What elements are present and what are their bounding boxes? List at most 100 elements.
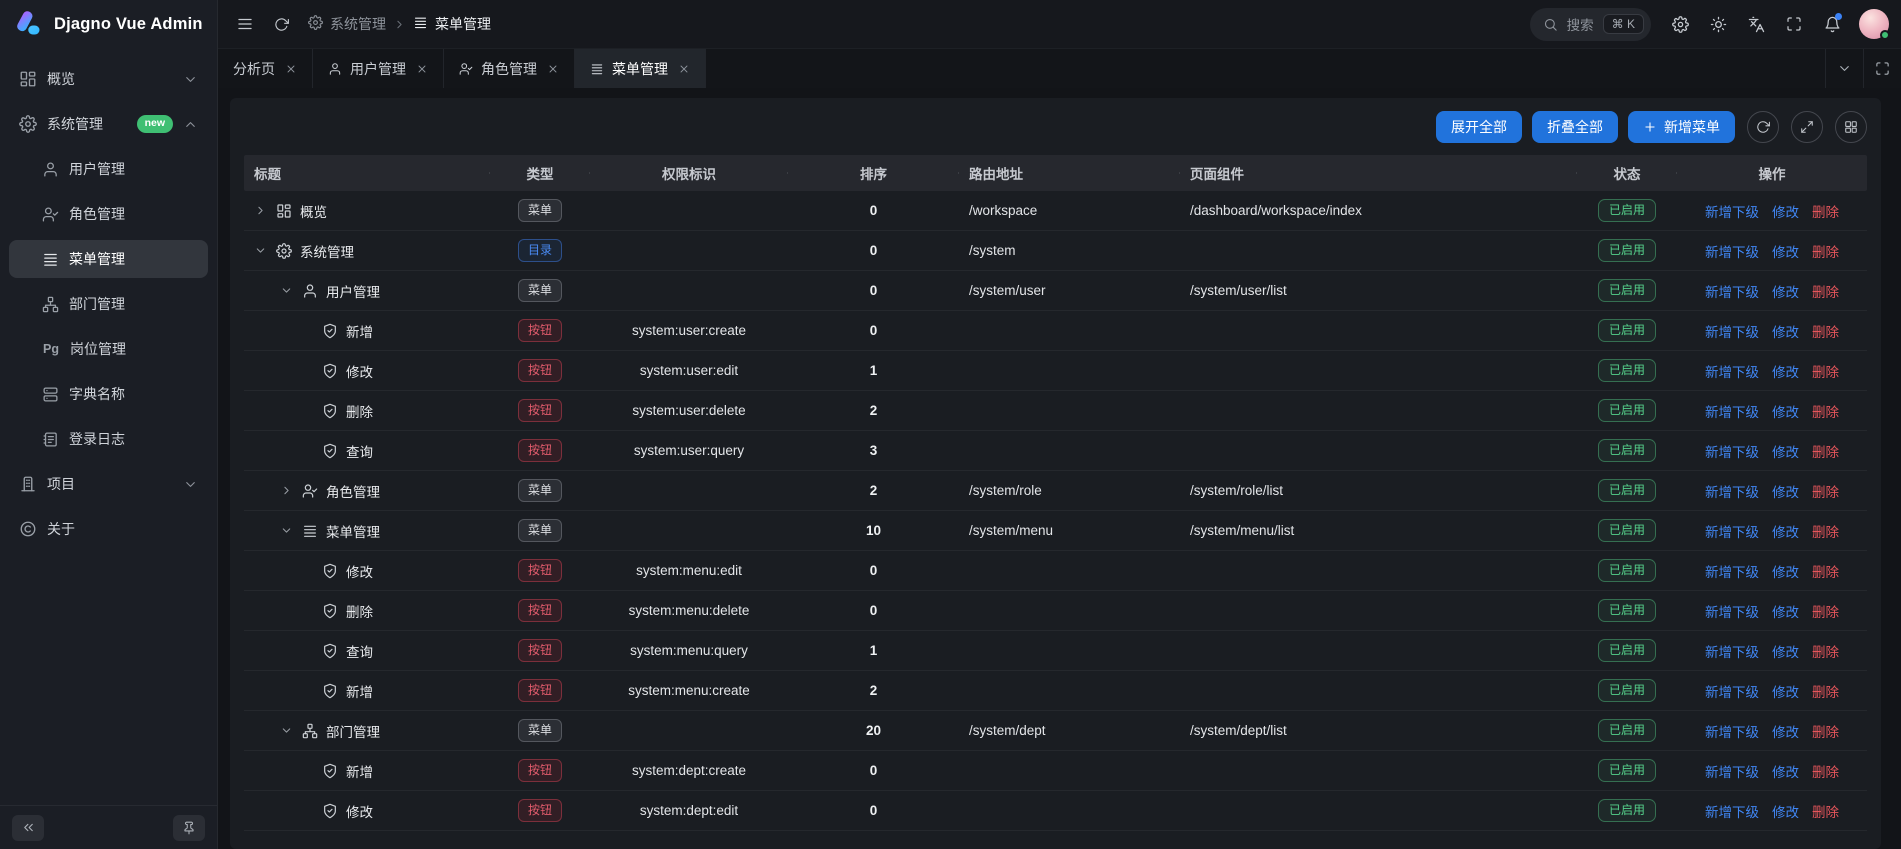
delete-link[interactable]: 删除 <box>1812 641 1839 661</box>
edit-link[interactable]: 修改 <box>1772 801 1799 821</box>
delete-link[interactable]: 删除 <box>1812 761 1839 781</box>
add-child-link[interactable]: 新增下级 <box>1705 441 1759 461</box>
tab-close-icon[interactable] <box>285 63 297 75</box>
sidebar-item-登录日志[interactable]: 登录日志 <box>9 420 208 458</box>
delete-link[interactable]: 删除 <box>1812 361 1839 381</box>
sidebar-item-字典名称[interactable]: 字典名称 <box>9 375 208 413</box>
table-columns-button[interactable] <box>1835 111 1867 143</box>
add-menu-button[interactable]: 新增菜单 <box>1628 111 1735 143</box>
fullscreen-button[interactable] <box>1777 7 1811 41</box>
add-child-link[interactable]: 新增下级 <box>1705 601 1759 621</box>
sidebar-pin-button[interactable] <box>173 815 205 841</box>
table-refresh-button[interactable] <box>1747 111 1779 143</box>
edit-link[interactable]: 修改 <box>1772 761 1799 781</box>
tab-分析页[interactable]: 分析页 <box>218 49 313 88</box>
sidebar-item-菜单管理[interactable]: 菜单管理 <box>9 240 208 278</box>
tab-close-icon[interactable] <box>547 63 559 75</box>
row-collapse-icon[interactable] <box>280 524 294 537</box>
add-child-link[interactable]: 新增下级 <box>1705 521 1759 541</box>
sidebar-collapse-button[interactable] <box>12 815 44 841</box>
sidebar-item-岗位管理[interactable]: Pg岗位管理 <box>9 330 208 368</box>
table-fullscreen-button[interactable] <box>1791 111 1823 143</box>
sidebar-item-用户管理[interactable]: 用户管理 <box>9 150 208 188</box>
tab-用户管理[interactable]: 用户管理 <box>313 49 444 88</box>
delete-link[interactable]: 删除 <box>1812 721 1839 741</box>
add-child-link[interactable]: 新增下级 <box>1705 641 1759 661</box>
row-collapse-icon[interactable] <box>280 724 294 737</box>
edit-link[interactable]: 修改 <box>1772 321 1799 341</box>
tab-close-icon[interactable] <box>416 63 428 75</box>
delete-link[interactable]: 删除 <box>1812 281 1839 301</box>
delete-link[interactable]: 删除 <box>1812 681 1839 701</box>
add-child-link[interactable]: 新增下级 <box>1705 761 1759 781</box>
delete-link[interactable]: 删除 <box>1812 521 1839 541</box>
row-collapse-icon[interactable] <box>254 244 268 257</box>
sidebar-item-系统管理[interactable]: 系统管理new <box>9 105 208 143</box>
add-child-link[interactable]: 新增下级 <box>1705 401 1759 421</box>
network-icon <box>302 723 318 739</box>
language-button[interactable] <box>1739 7 1773 41</box>
chevron-up-icon <box>183 117 198 132</box>
edit-link[interactable]: 修改 <box>1772 561 1799 581</box>
delete-link[interactable]: 删除 <box>1812 561 1839 581</box>
row-expand-icon[interactable] <box>254 204 268 217</box>
add-child-link[interactable]: 新增下级 <box>1705 561 1759 581</box>
sidebar-item-项目[interactable]: 项目 <box>9 465 208 503</box>
row-actions: 新增下级修改删除 <box>1677 201 1867 221</box>
add-child-link[interactable]: 新增下级 <box>1705 801 1759 821</box>
edit-link[interactable]: 修改 <box>1772 601 1799 621</box>
page-refresh-button[interactable] <box>264 7 298 41</box>
tab-close-icon[interactable] <box>678 63 690 75</box>
row-order: 10 <box>788 523 959 538</box>
delete-link[interactable]: 删除 <box>1812 801 1839 821</box>
settings-button[interactable] <box>1663 7 1697 41</box>
sidebar-toggle-button[interactable] <box>228 7 262 41</box>
user-avatar[interactable] <box>1859 9 1889 39</box>
edit-link[interactable]: 修改 <box>1772 641 1799 661</box>
edit-link[interactable]: 修改 <box>1772 361 1799 381</box>
add-child-link[interactable]: 新增下级 <box>1705 361 1759 381</box>
add-child-link[interactable]: 新增下级 <box>1705 721 1759 741</box>
search-input[interactable]: 搜索 ⌘ K <box>1530 8 1651 41</box>
edit-link[interactable]: 修改 <box>1772 721 1799 741</box>
delete-link[interactable]: 删除 <box>1812 241 1839 261</box>
edit-link[interactable]: 修改 <box>1772 481 1799 501</box>
add-child-link[interactable]: 新增下级 <box>1705 241 1759 261</box>
delete-link[interactable]: 删除 <box>1812 481 1839 501</box>
add-child-link[interactable]: 新增下级 <box>1705 321 1759 341</box>
tab-菜单管理[interactable]: 菜单管理 <box>575 49 706 88</box>
delete-link[interactable]: 删除 <box>1812 401 1839 421</box>
sidebar-item-角色管理[interactable]: 角色管理 <box>9 195 208 233</box>
theme-toggle-button[interactable] <box>1701 7 1735 41</box>
row-collapse-icon[interactable] <box>280 284 294 297</box>
content-maximize-button[interactable] <box>1863 49 1901 88</box>
edit-link[interactable]: 修改 <box>1772 201 1799 221</box>
add-child-link[interactable]: 新增下级 <box>1705 681 1759 701</box>
delete-link[interactable]: 删除 <box>1812 321 1839 341</box>
edit-link[interactable]: 修改 <box>1772 521 1799 541</box>
add-child-link[interactable]: 新增下级 <box>1705 281 1759 301</box>
delete-link[interactable]: 删除 <box>1812 201 1839 221</box>
collapse-all-button[interactable]: 折叠全部 <box>1532 111 1618 143</box>
row-actions: 新增下级修改删除 <box>1677 401 1867 421</box>
sidebar-item-部门管理[interactable]: 部门管理 <box>9 285 208 323</box>
edit-link[interactable]: 修改 <box>1772 281 1799 301</box>
tabs-dropdown-button[interactable] <box>1825 49 1863 88</box>
breadcrumb-item-system[interactable]: 系统管理 <box>308 14 386 34</box>
add-child-link[interactable]: 新增下级 <box>1705 201 1759 221</box>
add-child-link[interactable]: 新增下级 <box>1705 481 1759 501</box>
row-expand-icon[interactable] <box>280 484 294 497</box>
edit-link[interactable]: 修改 <box>1772 401 1799 421</box>
sidebar-item-概览[interactable]: 概览 <box>9 60 208 98</box>
breadcrumb-item-menu[interactable]: 菜单管理 <box>413 14 491 34</box>
edit-link[interactable]: 修改 <box>1772 241 1799 261</box>
sidebar-item-关于[interactable]: 关于 <box>9 510 208 548</box>
tab-角色管理[interactable]: 角色管理 <box>444 49 575 88</box>
expand-all-button[interactable]: 展开全部 <box>1436 111 1522 143</box>
delete-link[interactable]: 删除 <box>1812 601 1839 621</box>
edit-link[interactable]: 修改 <box>1772 681 1799 701</box>
notifications-button[interactable] <box>1815 7 1849 41</box>
edit-link[interactable]: 修改 <box>1772 441 1799 461</box>
delete-link[interactable]: 删除 <box>1812 441 1839 461</box>
logo-row[interactable]: Djagno Vue Admin <box>0 0 217 48</box>
